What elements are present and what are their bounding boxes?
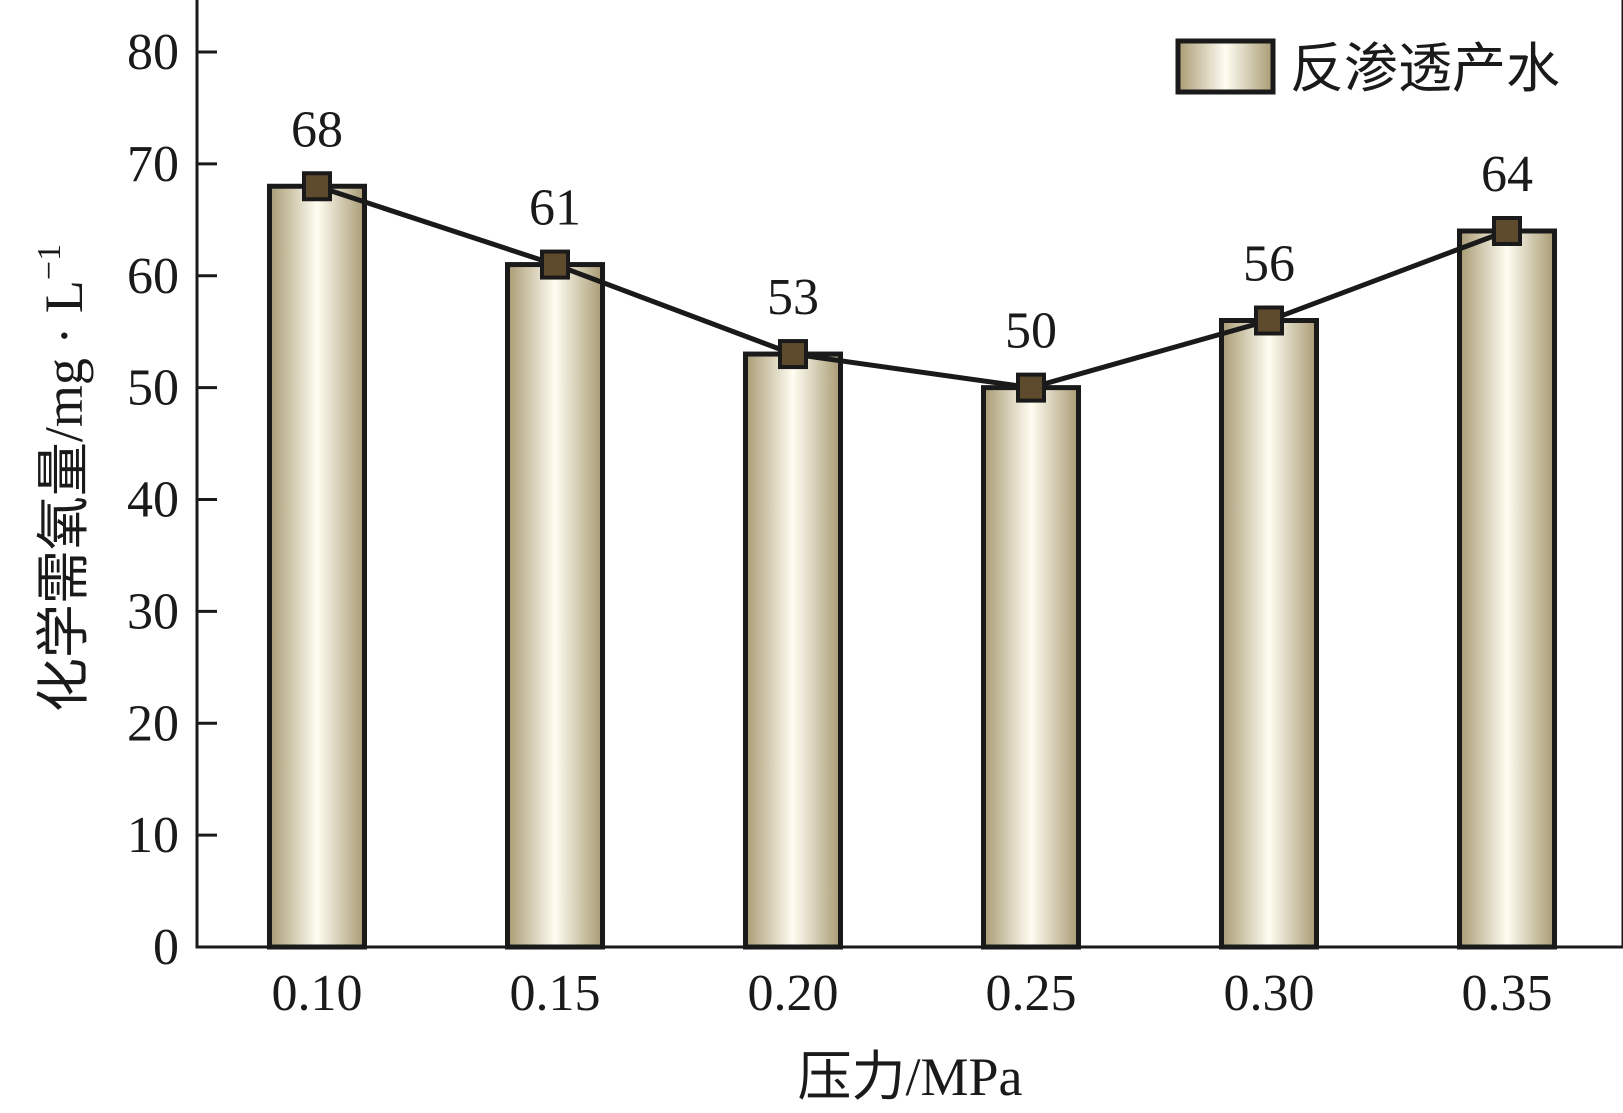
y-tick-label-8: 80: [127, 24, 179, 81]
y-axis: 0 10 20 30 40 50 60 70 80: [127, 24, 217, 976]
line-marker-0.10: [302, 171, 332, 202]
trend-line: [316, 183, 1508, 391]
line-marker-0.15: [540, 249, 570, 280]
data-label-0.35: 64: [1481, 146, 1533, 203]
y-axis-title-superscript: −1: [31, 244, 68, 280]
x-axis: 0.10 0.15 0.20 0.25 0.30 0.35: [272, 965, 1553, 1022]
data-label-0.30: 56: [1243, 236, 1295, 293]
legend-label: 反渗透产水: [1290, 39, 1560, 99]
y-tick-label-5: 50: [127, 360, 179, 417]
x-tick-label-0.25: 0.25: [986, 965, 1077, 1022]
plot-frame: [195, 0, 1623, 949]
legend-swatch: [1175, 38, 1276, 95]
bar-0.20: [743, 351, 843, 950]
line-marker-0.35: [1492, 216, 1522, 246]
x-tick-label-0.10: 0.10: [272, 965, 363, 1022]
bar-0.25: [981, 385, 1081, 950]
bar-0.10: [267, 183, 367, 950]
data-label-0.25: 50: [1005, 303, 1057, 360]
y-tick-label-3: 30: [127, 583, 179, 640]
x-tick-label-0.15: 0.15: [510, 965, 601, 1022]
y-tick-label-0: 0: [153, 919, 179, 976]
bar-0.30: [1219, 318, 1319, 950]
y-tick-label-1: 10: [127, 807, 179, 864]
bar-0.15: [505, 262, 605, 950]
legend: 反渗透产水: [1175, 38, 1560, 99]
y-tick-label-4: 40: [127, 472, 179, 529]
trend-line-layer: [302, 171, 1522, 403]
line-marker-0.30: [1254, 305, 1284, 336]
x-axis-title: 压力/MPa: [797, 1047, 1022, 1107]
y-axis-title-main: 化学需氧量/mg · L: [34, 280, 94, 712]
y-axis-title: 化学需氧量/mg · L−1: [31, 244, 94, 712]
x-tick-label-0.35: 0.35: [1462, 965, 1553, 1022]
y-tick-label-2: 20: [127, 695, 179, 752]
bar-0.35: [1457, 228, 1557, 950]
x-tick-label-0.20: 0.20: [748, 965, 839, 1022]
y-tick-label-6: 60: [127, 248, 179, 305]
x-tick-label-0.30: 0.30: [1224, 965, 1315, 1022]
bars: 68 61 53 50 56 64: [267, 101, 1557, 950]
line-marker-0.20: [778, 339, 808, 370]
data-label-0.20: 53: [767, 269, 819, 326]
y-tick-label-7: 70: [127, 136, 179, 193]
data-label-0.10: 68: [291, 101, 343, 158]
data-label-0.15: 61: [529, 180, 581, 237]
line-marker-0.25: [1016, 372, 1046, 403]
